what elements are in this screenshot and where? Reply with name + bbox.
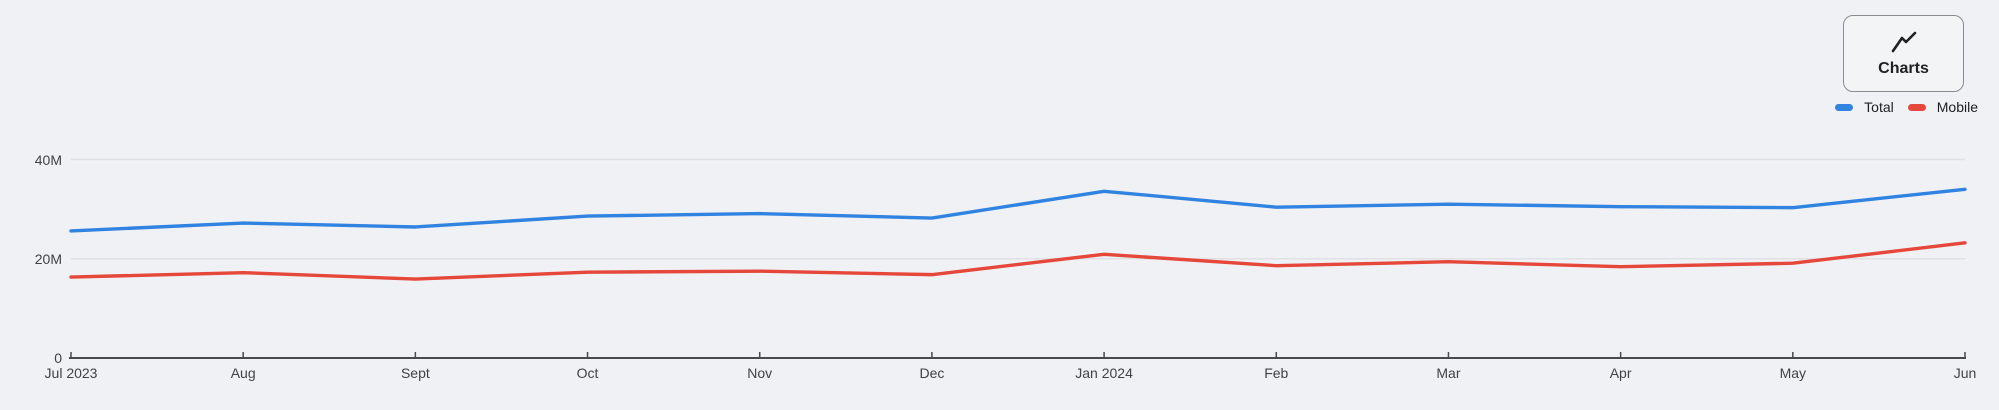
- legend-label-total: Total: [1864, 99, 1894, 115]
- legend-item-mobile[interactable]: Mobile: [1907, 98, 1978, 116]
- y-axis-label: 40M: [34, 151, 62, 168]
- total-series-swatch: [1835, 103, 1854, 111]
- line-chart-icon: [1891, 31, 1916, 52]
- chart-legend: Total Mobile: [1835, 97, 1978, 117]
- y-axis-label: 20M: [34, 250, 62, 267]
- total-line: [69, 187, 1967, 233]
- mobile-line: [69, 241, 1967, 281]
- x-axis-label: May: [1779, 365, 1807, 381]
- legend-label-mobile: Mobile: [1936, 99, 1978, 115]
- x-axis-label: Jan 2024: [1075, 365, 1133, 381]
- mobile-series-swatch: [1907, 103, 1926, 111]
- x-axis-label: Feb: [1264, 365, 1289, 381]
- x-axis-label: Aug: [230, 365, 256, 381]
- legend-item-total[interactable]: Total: [1835, 98, 1894, 116]
- x-axis-label: Jun: [1953, 365, 1977, 381]
- x-axis-label: Dec: [919, 365, 945, 381]
- x-axis-label: Jul 2023: [44, 365, 98, 381]
- charts-button-label: Charts: [1878, 59, 1929, 77]
- x-axis-label: Sept: [400, 365, 430, 381]
- x-axis-label: Apr: [1609, 365, 1632, 381]
- x-axis-label: Oct: [576, 365, 599, 381]
- charts-button[interactable]: Charts: [1843, 15, 1964, 92]
- y-axis-label: 0: [54, 350, 62, 366]
- x-axis-label: Nov: [747, 365, 773, 381]
- x-axis-label: Mar: [1436, 365, 1461, 381]
